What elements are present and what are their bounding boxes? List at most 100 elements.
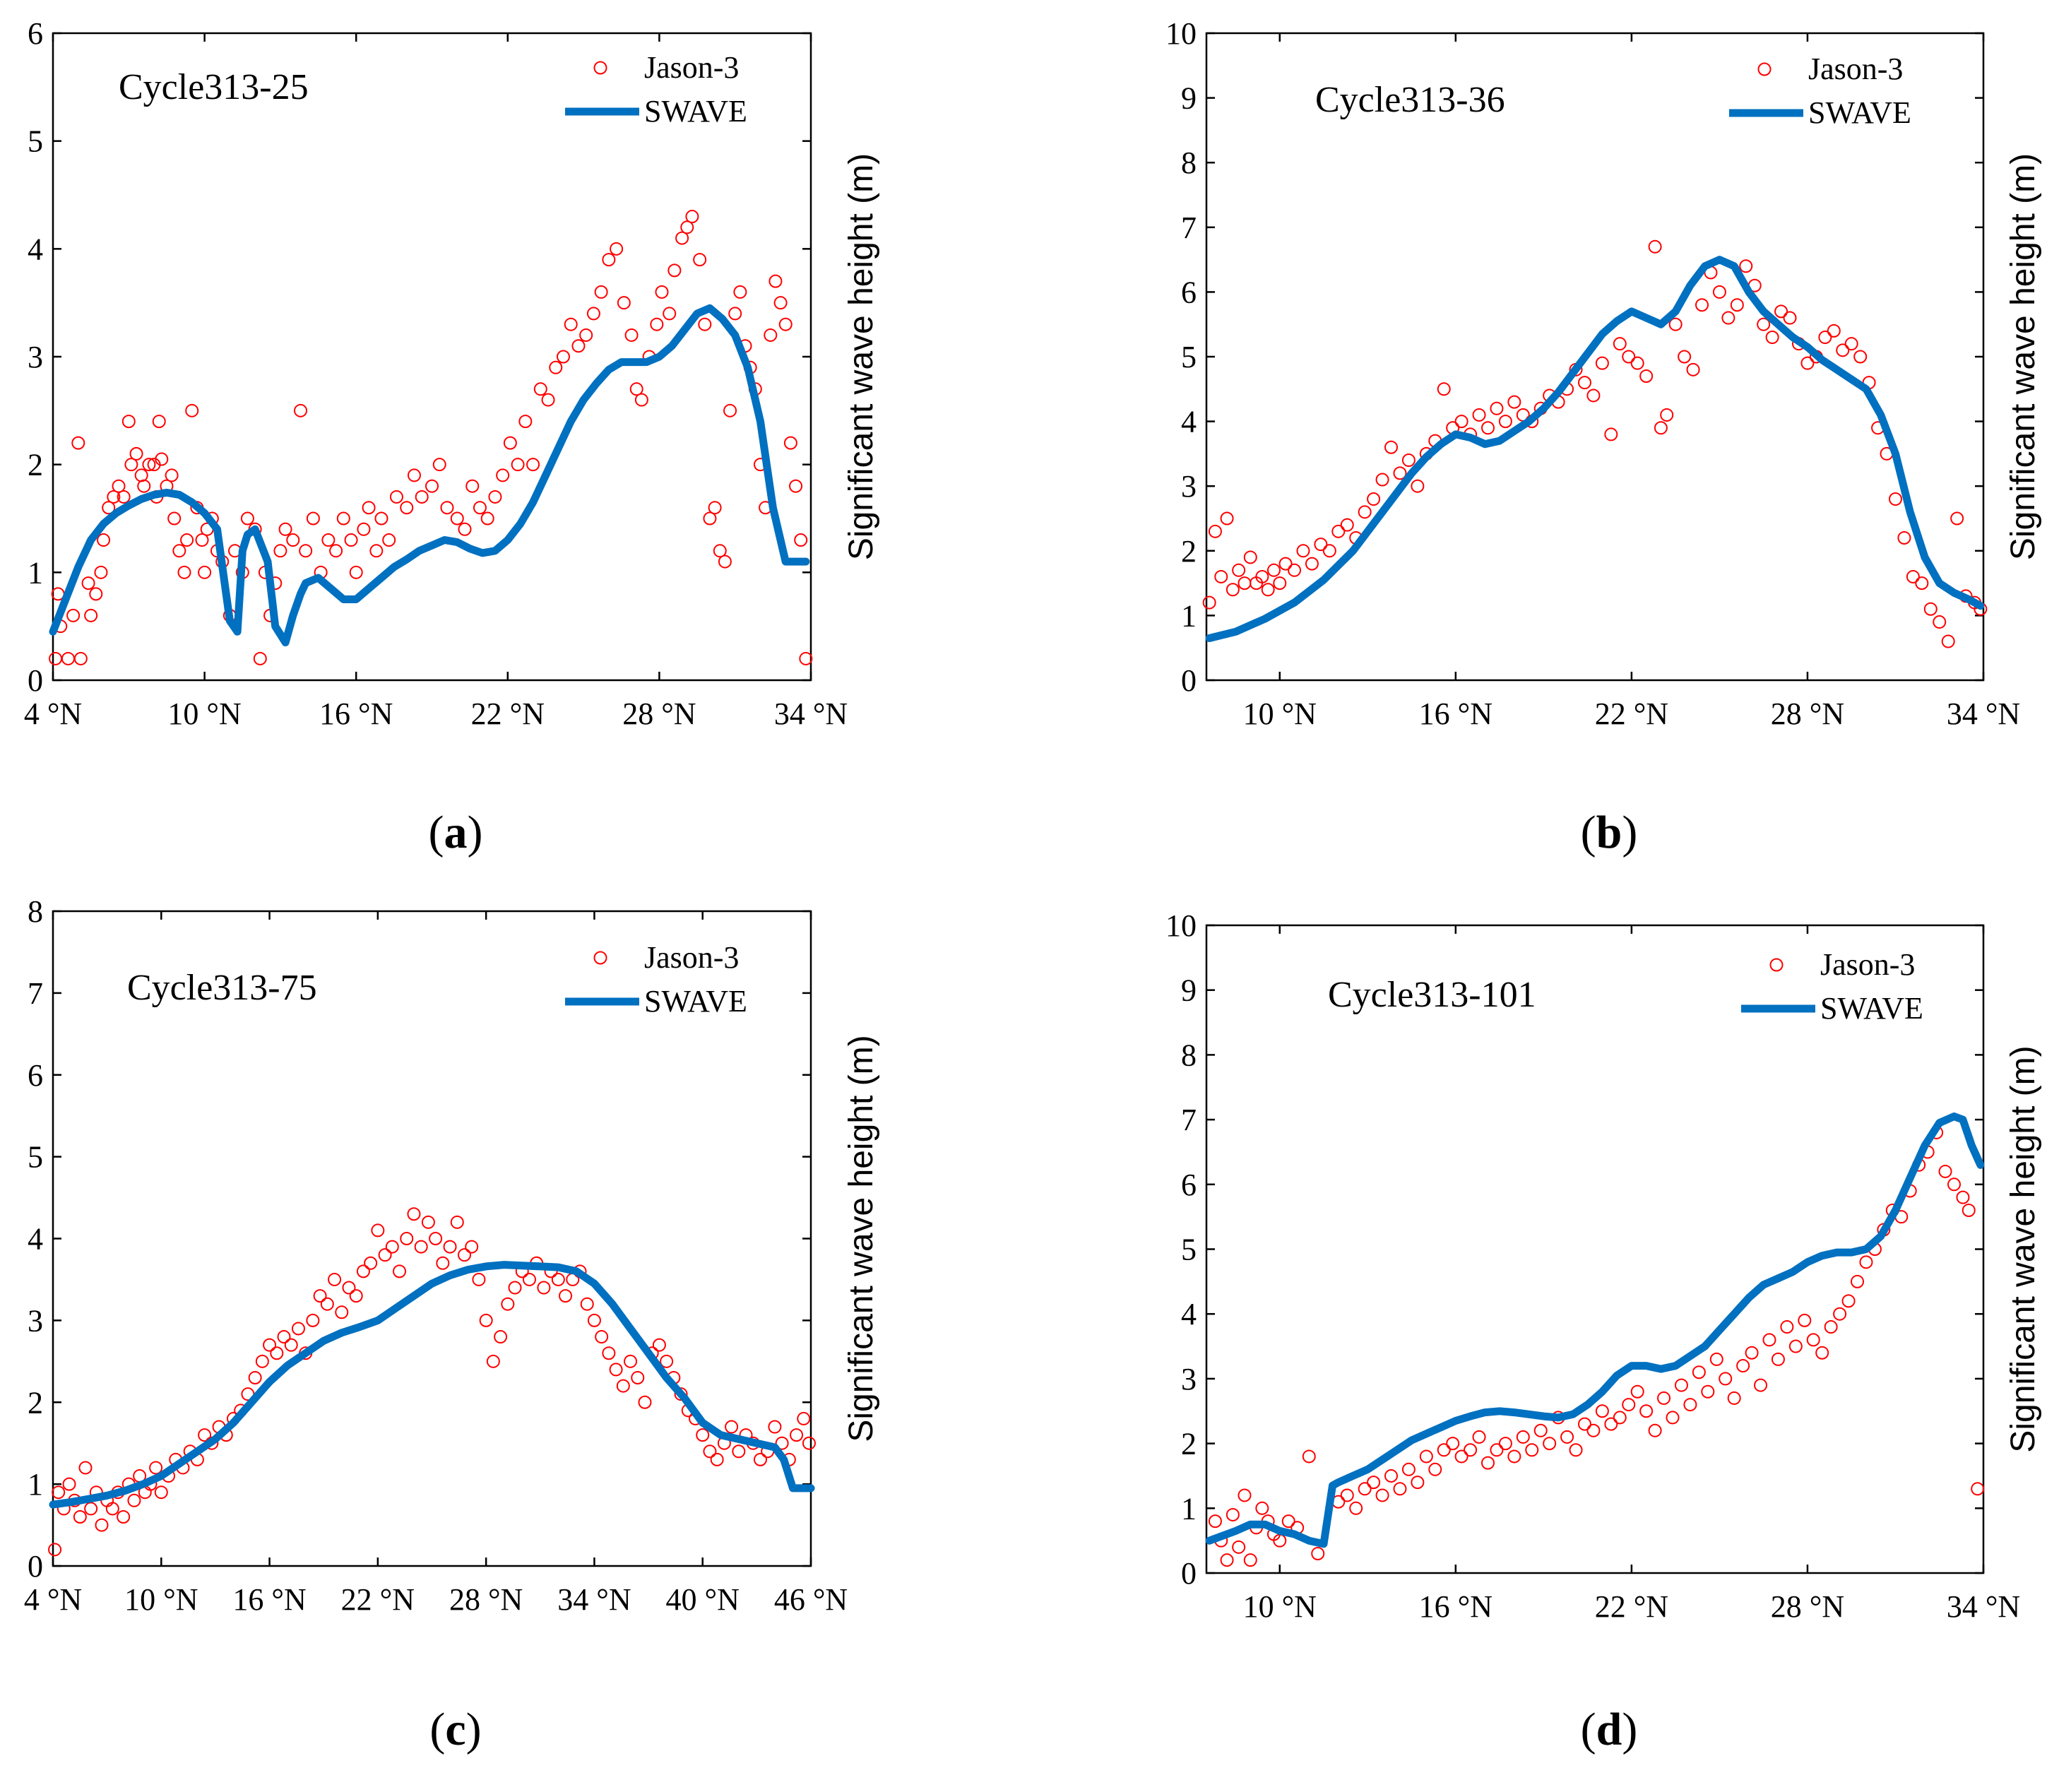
- scatter-point: [71, 436, 85, 450]
- axes-frame: [52, 32, 812, 682]
- scatter-point: [356, 1264, 370, 1278]
- scatter-point: [1788, 1339, 1803, 1353]
- scatter-point: [180, 533, 194, 547]
- scatter-point: [273, 544, 287, 558]
- scatter-point: [73, 1509, 87, 1524]
- scatter-point: [1322, 544, 1336, 558]
- scatter-point: [1915, 576, 1929, 591]
- legend-label-line: SWAVE: [1808, 95, 1911, 130]
- scatter-point: [1692, 1365, 1706, 1379]
- scatter-point: [357, 522, 371, 536]
- scatter-point: [134, 468, 148, 482]
- scatter-series-jason-3: [48, 1207, 816, 1557]
- scatter-point: [1507, 395, 1521, 409]
- scatter-point: [522, 1272, 536, 1286]
- scatter-point: [1202, 595, 1216, 610]
- x-tick-label: 4 °N: [24, 1582, 82, 1617]
- scatter-point: [1709, 1352, 1723, 1366]
- scatter-point: [1660, 408, 1674, 422]
- scatter-point: [1437, 382, 1451, 396]
- scatter-point: [1630, 1384, 1644, 1399]
- scatter-point: [1841, 1294, 1856, 1308]
- scatter-point: [1947, 1177, 1961, 1192]
- scatter-point: [1950, 511, 1964, 526]
- legend: Jason-3 SWAVE: [1741, 947, 1923, 1026]
- scatter-point: [1622, 1398, 1636, 1412]
- scatter-point: [1480, 421, 1495, 435]
- scatter-point: [389, 489, 403, 504]
- scatter-point: [94, 565, 108, 579]
- scatter-point: [102, 501, 116, 515]
- scatter-point: [1595, 356, 1609, 370]
- scatter-point: [480, 511, 494, 526]
- scatter-point: [1595, 1404, 1609, 1418]
- scatter-point: [294, 403, 308, 417]
- scatter-point: [1736, 1359, 1750, 1373]
- scatter-point: [486, 1354, 500, 1368]
- scatter-point: [117, 1509, 131, 1524]
- scatter-point: [127, 1493, 141, 1507]
- scatter-point: [81, 576, 95, 591]
- scatter-point: [291, 1322, 305, 1336]
- scatter-point: [1586, 388, 1601, 403]
- y-tick-label: 2: [1181, 534, 1197, 569]
- scatter-point: [1727, 1391, 1741, 1405]
- scatter-point: [571, 339, 586, 353]
- scatter-point: [78, 1461, 93, 1475]
- scatter-point: [154, 1485, 168, 1500]
- scatter-point: [1490, 401, 1504, 415]
- scatter-point: [1243, 550, 1257, 564]
- scatter-point: [414, 1240, 428, 1254]
- scatter-point: [443, 1240, 457, 1254]
- scatter-point: [1648, 239, 1662, 254]
- legend-label-line: SWAVE: [1820, 991, 1923, 1026]
- scatter-point: [703, 1444, 717, 1459]
- scatter-point: [1288, 563, 1302, 577]
- scatter-point: [306, 511, 320, 526]
- scatter-point: [278, 522, 292, 536]
- scatter-series-jason-3: [1208, 1125, 1985, 1567]
- scatter-point: [97, 533, 111, 547]
- scatter-point: [778, 317, 793, 331]
- scatter-point: [1833, 1307, 1847, 1321]
- scatter-point: [299, 544, 313, 558]
- legend-label-scatter: Jason-3: [1808, 52, 1903, 86]
- scatter-point: [1613, 1411, 1627, 1425]
- scatter-point: [1897, 530, 1911, 545]
- scatter-point: [496, 468, 510, 482]
- scatter-point: [185, 403, 199, 417]
- scatter-point: [1411, 1476, 1425, 1490]
- scatter-point: [105, 1502, 119, 1516]
- y-tick-label: 9: [1181, 973, 1197, 1008]
- scatter-point: [172, 544, 186, 558]
- scatter-point: [693, 253, 707, 267]
- y-tick-label: 0: [1181, 1556, 1197, 1591]
- y-tick-label: 6: [1181, 275, 1197, 309]
- legend-marker-scatter: [593, 61, 607, 75]
- scatter-point: [129, 446, 143, 461]
- scatter-point: [1266, 563, 1281, 577]
- scatter-point: [1238, 576, 1252, 591]
- scatter-point: [1543, 1437, 1557, 1451]
- scatter-point: [117, 489, 131, 504]
- scatter-point: [1683, 1398, 1697, 1412]
- x-tick-label: 16 °N: [319, 696, 393, 731]
- scatter-point: [479, 1313, 493, 1327]
- scatter-point: [667, 263, 682, 278]
- scatter-point: [797, 1411, 811, 1425]
- panel-title: Cycle313-75: [127, 968, 317, 1008]
- scatter-point: [1367, 492, 1381, 506]
- y-tick-label: 5: [28, 1140, 43, 1175]
- y-axis-label: Significant wave height (m): [2005, 1045, 2042, 1452]
- scatter-point: [1498, 1437, 1512, 1451]
- y-tick-label: 6: [28, 16, 43, 51]
- scatter-point: [1815, 1346, 1829, 1360]
- scatter-point: [1818, 331, 1832, 345]
- y-tick-label: 1: [1181, 1491, 1197, 1526]
- scatter-point: [1454, 1449, 1468, 1464]
- scatter-point: [1208, 1514, 1222, 1529]
- scatter-point: [518, 415, 533, 429]
- scatter-point: [393, 1264, 407, 1278]
- scatter-point: [696, 1428, 710, 1442]
- legend: Jason-3 SWAVE: [565, 50, 747, 129]
